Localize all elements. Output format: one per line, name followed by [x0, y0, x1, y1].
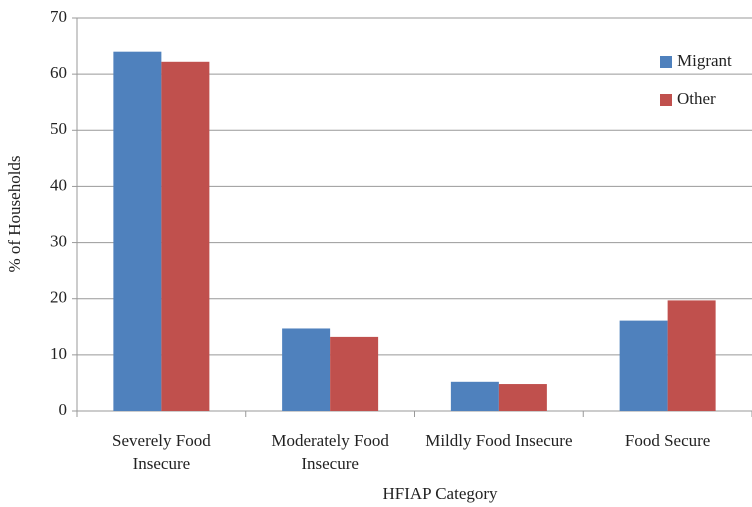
y-axis-label: % of Households — [5, 155, 24, 272]
y-tick-label: 30 — [50, 231, 67, 250]
bar — [450, 381, 499, 411]
x-tick-label: Food Secure — [624, 431, 711, 450]
legend-swatch — [660, 56, 672, 68]
legend-label: Other — [677, 89, 716, 108]
y-tick-label: 70 — [50, 7, 67, 26]
bar — [330, 336, 379, 411]
x-tick-label: Mildly Food Insecure — [425, 431, 573, 450]
y-tick-label: 60 — [50, 63, 67, 82]
y-tick-label: 20 — [50, 288, 67, 307]
y-tick-label: 50 — [50, 119, 67, 138]
x-tick-label: Severely Food Insecure — [112, 431, 211, 473]
legend-label: Migrant — [677, 51, 732, 70]
legend-swatch — [660, 94, 672, 106]
bar — [667, 300, 716, 411]
y-tick-label: 0 — [59, 400, 68, 419]
bar — [619, 320, 668, 411]
y-tick-label: 10 — [50, 344, 67, 363]
bar — [498, 384, 547, 411]
bar — [113, 51, 162, 411]
bar — [282, 328, 331, 411]
bar — [161, 61, 210, 411]
y-tick-label: 40 — [50, 175, 67, 194]
x-axis-label: HFIAP Category — [382, 484, 498, 503]
x-tick-label: Moderately Food Insecure — [271, 431, 389, 473]
